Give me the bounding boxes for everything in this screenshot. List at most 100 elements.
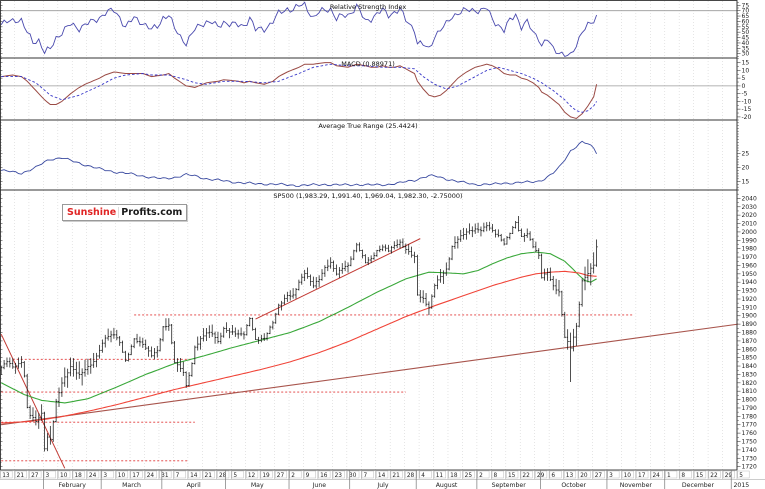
week-label: 29: [725, 473, 733, 479]
week-label-box: [275, 470, 288, 479]
week-label: 27: [595, 473, 603, 479]
tick-label: 15: [742, 60, 750, 67]
month-label: March: [122, 482, 141, 489]
tick-label: 1740: [742, 447, 757, 454]
week-label: 2: [291, 473, 295, 479]
week-label-box: [101, 470, 114, 479]
week-label-box: [246, 470, 259, 479]
week-label-box: [217, 470, 230, 479]
week-label: 17: [638, 473, 646, 479]
tick-label: 1730: [742, 455, 757, 462]
tick-label: 1980: [742, 246, 757, 253]
week-label-box: [477, 470, 490, 479]
week-label-box: [72, 470, 85, 479]
ma-fast-line: [0, 251, 597, 404]
sunshine-profits-logo[interactable]: Sunshine Profits.com: [62, 204, 188, 221]
week-label: 14: [378, 473, 386, 479]
week-label-box: [462, 470, 475, 479]
tick-label: 20: [742, 165, 750, 172]
x-axis: 13 21 27 3 10 18 24 3 10 17 24 31 7 14 21 28 5 12 19 27 2 9 16…: [0, 470, 765, 489]
logo-profits: Profits.com: [121, 207, 183, 218]
week-label: 18: [74, 473, 82, 479]
tick-label: 1850: [742, 355, 757, 362]
panel-title-rsi: Relative Strength Index: [329, 3, 407, 11]
tick-label: 1800: [742, 397, 757, 404]
tick-label: 1950: [742, 271, 757, 278]
week-label: 4: [421, 473, 425, 479]
tick-label: 55: [742, 24, 750, 31]
month-label: December: [682, 482, 715, 489]
tick-label: 2020: [742, 212, 757, 219]
week-label-box: [289, 470, 302, 479]
week-label: 11: [436, 473, 444, 479]
tick-label: 65: [742, 13, 750, 20]
week-label-box: [405, 470, 418, 479]
week-label: 8: [681, 473, 685, 479]
week-label: 23: [335, 473, 343, 479]
grid: [0, 1, 738, 470]
tick-label: 1830: [742, 371, 757, 378]
month-label: June: [312, 482, 327, 489]
week-label-box: [448, 470, 461, 479]
tick-label: 1890: [742, 321, 757, 328]
week-label: 5: [739, 473, 743, 479]
week-label: 21: [17, 473, 25, 479]
week-label-box: [607, 470, 620, 479]
panel-title-macd: MACD (0.88971): [341, 60, 395, 68]
week-label: 12: [248, 473, 256, 479]
month-label: July: [376, 482, 388, 489]
tick-label: 40: [742, 40, 750, 47]
axis-labels-atr: 25 20 15: [742, 151, 750, 186]
week-label-box: [520, 470, 533, 479]
tick-label: 1820: [742, 380, 757, 387]
week-label-box: [0, 470, 13, 479]
week-label-box: [202, 470, 215, 479]
week-label-box: [58, 470, 71, 479]
week-label: 13: [2, 473, 10, 479]
week-label-box: [549, 470, 562, 479]
week-label-box: [159, 470, 172, 479]
month-label: September: [492, 482, 527, 489]
tick-label: 1780: [742, 413, 757, 420]
panel-title-atr: Average True Range (25.4424): [318, 122, 418, 130]
week-label-box: [535, 470, 548, 479]
month-label: February: [59, 482, 87, 489]
week-label: 3: [609, 473, 613, 479]
july-rising-trendline: [255, 238, 421, 320]
tick-label: 1870: [742, 338, 757, 345]
week-label-box: [347, 470, 360, 479]
week-label-box: [636, 470, 649, 479]
tick-label: 1750: [742, 438, 757, 445]
week-label-box: [260, 470, 273, 479]
tick-label: 1720: [742, 464, 757, 471]
week-label: 24: [652, 473, 660, 479]
tick-label: 1770: [742, 422, 757, 429]
tick-label: 30: [742, 51, 750, 58]
week-label: 27: [31, 473, 39, 479]
week-label: 22: [710, 473, 718, 479]
week-label: 10: [118, 473, 126, 479]
week-label: 22: [522, 473, 530, 479]
tick-label: 2040: [742, 195, 757, 202]
tick-label: 25: [742, 151, 750, 158]
week-label: 27: [277, 473, 285, 479]
week-label-box: [592, 470, 605, 479]
logo-sunshine: Sunshine: [67, 207, 120, 218]
week-label: 7: [176, 473, 180, 479]
week-label-box: [87, 470, 100, 479]
week-label: 6: [551, 473, 555, 479]
steep-decline-trendline: [0, 333, 66, 469]
week-label: 16: [320, 473, 328, 479]
tick-label: 1880: [742, 330, 757, 337]
tick-label: 2000: [742, 229, 757, 236]
tick-label: 1910: [742, 304, 757, 311]
week-label: 21: [205, 473, 213, 479]
rsi-line: [0, 1, 598, 58]
week-label-box: [173, 470, 186, 479]
week-label: 31: [161, 473, 169, 479]
week-label-box: [708, 470, 721, 479]
